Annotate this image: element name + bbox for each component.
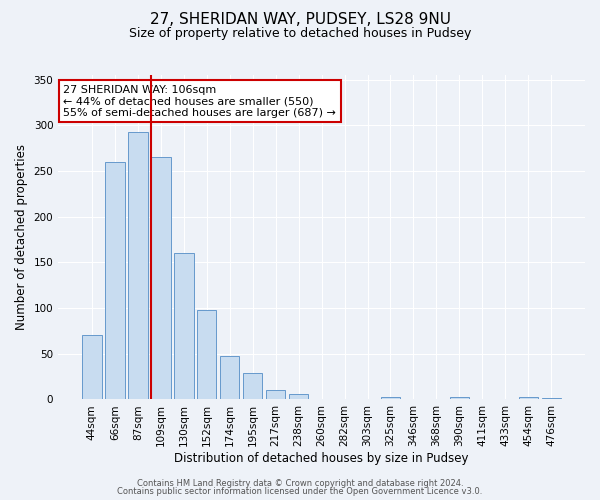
Bar (449, 396, 469, 400)
Bar (542, 398, 561, 400)
Bar (289, 394, 308, 400)
Text: Size of property relative to detached houses in Pudsey: Size of property relative to detached ho… (129, 28, 471, 40)
Bar (197, 310, 217, 400)
Bar (243, 373, 262, 400)
Bar (381, 396, 400, 400)
Text: Contains HM Land Registry data © Crown copyright and database right 2024.: Contains HM Land Registry data © Crown c… (137, 478, 463, 488)
Bar (151, 158, 170, 400)
X-axis label: Distribution of detached houses by size in Pudsey: Distribution of detached houses by size … (175, 452, 469, 465)
Bar (128, 132, 148, 400)
Text: 27, SHERIDAN WAY, PUDSEY, LS28 9NU: 27, SHERIDAN WAY, PUDSEY, LS28 9NU (149, 12, 451, 28)
Bar (518, 396, 538, 400)
Bar (220, 356, 239, 400)
Y-axis label: Number of detached properties: Number of detached properties (15, 144, 28, 330)
Bar (105, 162, 125, 400)
Text: Contains public sector information licensed under the Open Government Licence v3: Contains public sector information licen… (118, 487, 482, 496)
Bar (82, 336, 101, 400)
Bar (266, 390, 286, 400)
Text: 27 SHERIDAN WAY: 106sqm
← 44% of detached houses are smaller (550)
55% of semi-d: 27 SHERIDAN WAY: 106sqm ← 44% of detache… (64, 84, 337, 118)
Bar (174, 253, 194, 400)
